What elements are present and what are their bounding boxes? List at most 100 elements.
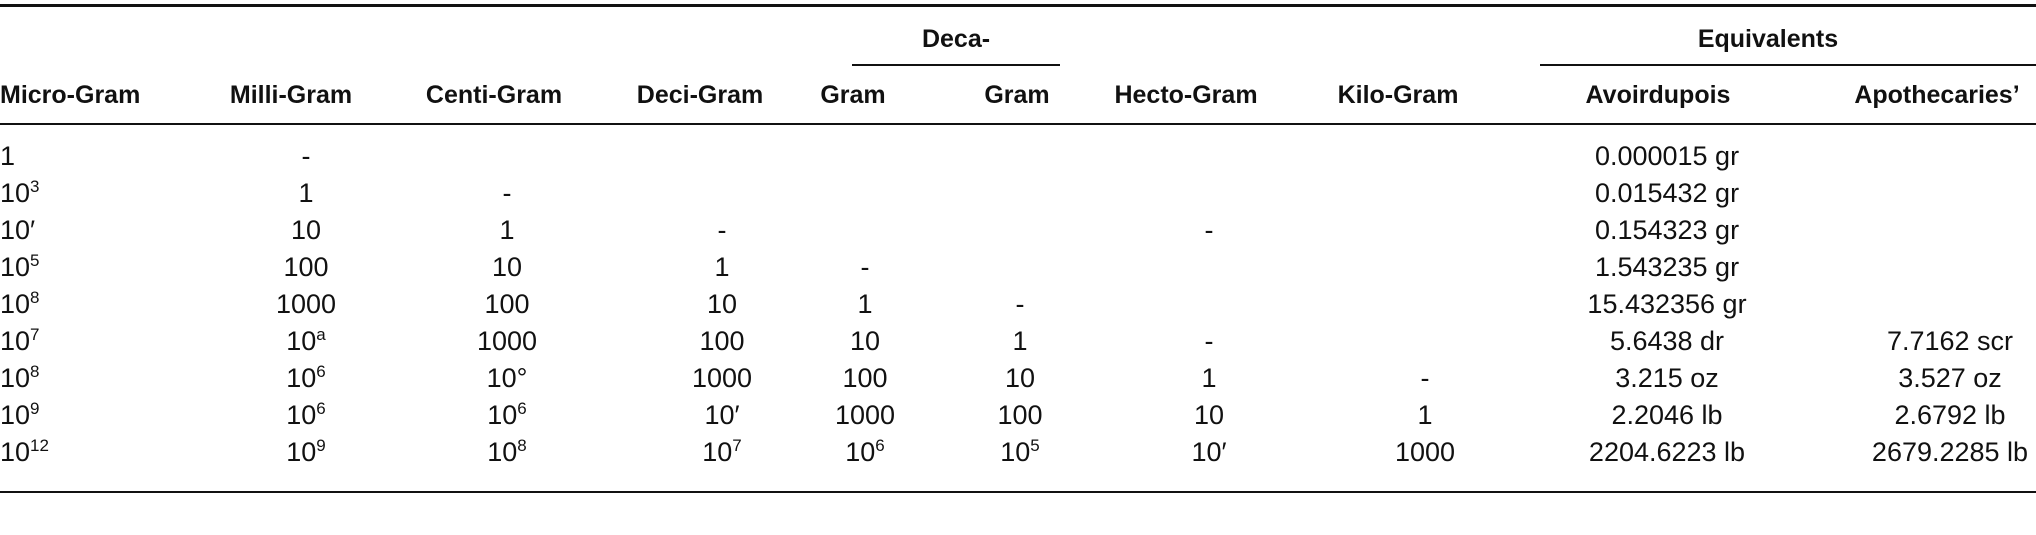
cell: 108	[487, 436, 527, 468]
cell: 103	[0, 177, 40, 209]
cell-base: 10	[286, 326, 317, 356]
cell: -	[502, 178, 512, 208]
cell-base: 10	[0, 400, 31, 430]
column-header: Avoirdupois	[1585, 81, 1731, 109]
cell: 10′	[1191, 437, 1227, 467]
cell: 10′	[0, 215, 36, 245]
cell: 100	[283, 252, 329, 282]
cell: -	[717, 215, 727, 245]
cell: 2.6792 lb	[1894, 400, 2006, 430]
cell-base: 10	[0, 326, 31, 356]
cell-exponent: 3	[30, 177, 40, 196]
cell: 100	[699, 326, 745, 356]
cell-exponent: 6	[316, 399, 326, 418]
cell: 105	[1000, 436, 1040, 468]
cell: -	[1015, 289, 1025, 319]
cell: 1000	[691, 363, 753, 393]
equivalents-rule	[1540, 64, 2036, 66]
cell: 1	[857, 289, 873, 319]
column-header: Kilo-Gram	[1337, 81, 1459, 109]
column-header: Deci-Gram	[636, 81, 764, 109]
cell: 3.215 oz	[1615, 363, 1719, 393]
cell-exponent: a	[316, 325, 326, 344]
cell-base: 10	[286, 400, 317, 430]
cell-exponent: 7	[30, 325, 40, 344]
cell: 106	[487, 399, 527, 431]
cell: 105	[0, 251, 40, 283]
cell-base: 10	[286, 363, 317, 393]
group-header: Equivalents	[1697, 25, 1839, 53]
cell: 1	[1417, 400, 1433, 430]
cell: 109	[0, 399, 40, 431]
cell-base: 10	[0, 252, 31, 282]
column-header: Milli-Gram	[229, 81, 353, 109]
cell-exponent: 6	[316, 362, 326, 381]
column-header: Hecto-Gram	[1114, 81, 1258, 109]
cell-base: 10	[1000, 437, 1031, 467]
cell: 7.7162 scr	[1886, 326, 2014, 356]
cell: 10°	[486, 363, 528, 393]
cell: 100	[842, 363, 888, 393]
cell-exponent: 9	[316, 436, 326, 455]
cell-exponent: 5	[30, 251, 40, 270]
cell: 1	[0, 141, 16, 171]
cell: 15.432356 gr	[1587, 289, 1747, 319]
cell: 100	[997, 400, 1043, 430]
cell: 2679.2285 lb	[1871, 437, 2029, 467]
cell: 106	[286, 399, 326, 431]
cell: 1000	[476, 326, 538, 356]
cell: 0.015432 gr	[1594, 178, 1740, 208]
cell: -	[1420, 363, 1430, 393]
cell: 1012	[0, 436, 49, 468]
cell-exponent: 12	[30, 436, 49, 455]
column-header: Gram	[820, 81, 886, 109]
cell: 109	[286, 436, 326, 468]
cell: 2.2046 lb	[1611, 400, 1723, 430]
cell-base: 10	[0, 178, 31, 208]
cell: 2204.6223 lb	[1588, 437, 1746, 467]
cell-base: 10	[702, 437, 733, 467]
cell: 5.6438 dr	[1609, 326, 1725, 356]
cell: 1	[1012, 326, 1028, 356]
column-header: Centi-Gram	[425, 81, 563, 109]
cell: 1	[298, 178, 314, 208]
cell: -	[301, 141, 311, 171]
cell-exponent: 8	[30, 362, 40, 381]
cell-base: 10	[0, 363, 31, 393]
cell: 10′	[704, 400, 740, 430]
cell-exponent: 6	[875, 436, 885, 455]
cell: 1000	[834, 400, 896, 430]
cell: 108	[0, 288, 40, 320]
cell: -	[1204, 215, 1214, 245]
cell: 106	[845, 436, 885, 468]
top-rule	[0, 4, 2036, 7]
cell: -	[860, 252, 870, 282]
deca-rule	[852, 64, 1060, 66]
column-header: Micro-Gram	[0, 81, 141, 109]
cell: 3.527 oz	[1898, 363, 2002, 393]
cell: 1	[714, 252, 730, 282]
cell: 100	[484, 289, 530, 319]
cell-base: 10	[845, 437, 876, 467]
header-rule	[0, 123, 2036, 125]
cell: 10	[849, 326, 881, 356]
cell-exponent: 9	[30, 399, 40, 418]
cell-base: 10	[487, 437, 518, 467]
cell: 1	[1201, 363, 1217, 393]
group-header: Deca-	[921, 25, 991, 53]
cell-exponent: 6	[517, 399, 527, 418]
cell-exponent: 7	[732, 436, 742, 455]
cell: 10	[706, 289, 738, 319]
cell: 1	[499, 215, 515, 245]
cell: 10	[1004, 363, 1036, 393]
cell: 1000	[275, 289, 337, 319]
cell-exponent: 5	[1030, 436, 1040, 455]
cell-base: 10	[0, 437, 31, 467]
cell: -	[1204, 326, 1214, 356]
cell: 1.543235 gr	[1594, 252, 1740, 282]
cell-exponent: 8	[30, 288, 40, 307]
cell: 106	[286, 362, 326, 394]
cell: 107	[0, 325, 40, 357]
cell-base: 10	[487, 400, 518, 430]
